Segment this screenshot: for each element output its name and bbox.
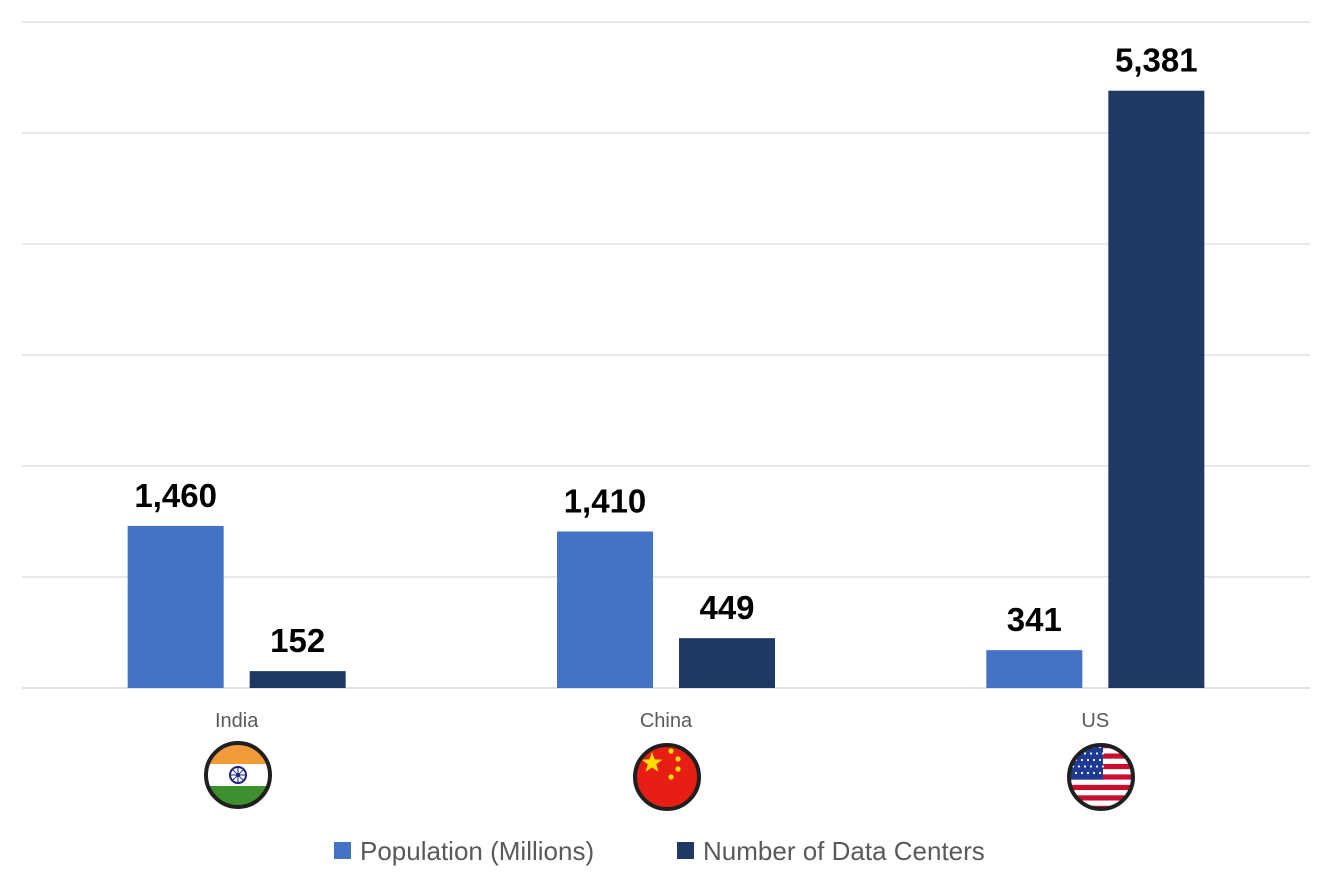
legend-swatch-population xyxy=(334,842,351,859)
legend: Population (Millions) Number of Data Cent… xyxy=(334,836,985,866)
category-label-india: India xyxy=(215,710,259,732)
data-label-population-india: 1,460 xyxy=(134,477,217,514)
bar-data-centers-us xyxy=(1108,90,1205,689)
bars-group xyxy=(127,90,1205,689)
data-label-data-centers-china: 449 xyxy=(699,589,754,626)
data-label-data-centers-us: 5,381 xyxy=(1115,42,1198,79)
data-labels-group: 1,460 152 1,410 449 341 5,381 xyxy=(134,42,1197,659)
bar-population-india xyxy=(127,525,224,688)
gridlines xyxy=(22,21,1310,578)
legend-swatch-data-centers xyxy=(677,842,694,859)
category-labels-group: India China US xyxy=(215,710,1109,732)
data-label-population-china: 1,410 xyxy=(564,482,647,519)
category-label-china: China xyxy=(640,710,693,732)
bar-population-us xyxy=(986,650,1083,688)
legend-label-population: Population (Millions) xyxy=(360,836,594,866)
bar-data-centers-china xyxy=(679,638,775,688)
bar-population-china xyxy=(557,531,653,688)
bar-data-centers-india xyxy=(249,671,346,688)
legend-label-data-centers: Number of Data Centers xyxy=(703,836,985,866)
india-flag-icon xyxy=(204,741,272,809)
data-label-population-us: 341 xyxy=(1007,601,1062,638)
us-flag-icon xyxy=(1067,743,1135,811)
china-flag-icon xyxy=(633,743,701,811)
category-label-us: US xyxy=(1081,710,1109,732)
data-label-data-centers-india: 152 xyxy=(270,622,325,659)
